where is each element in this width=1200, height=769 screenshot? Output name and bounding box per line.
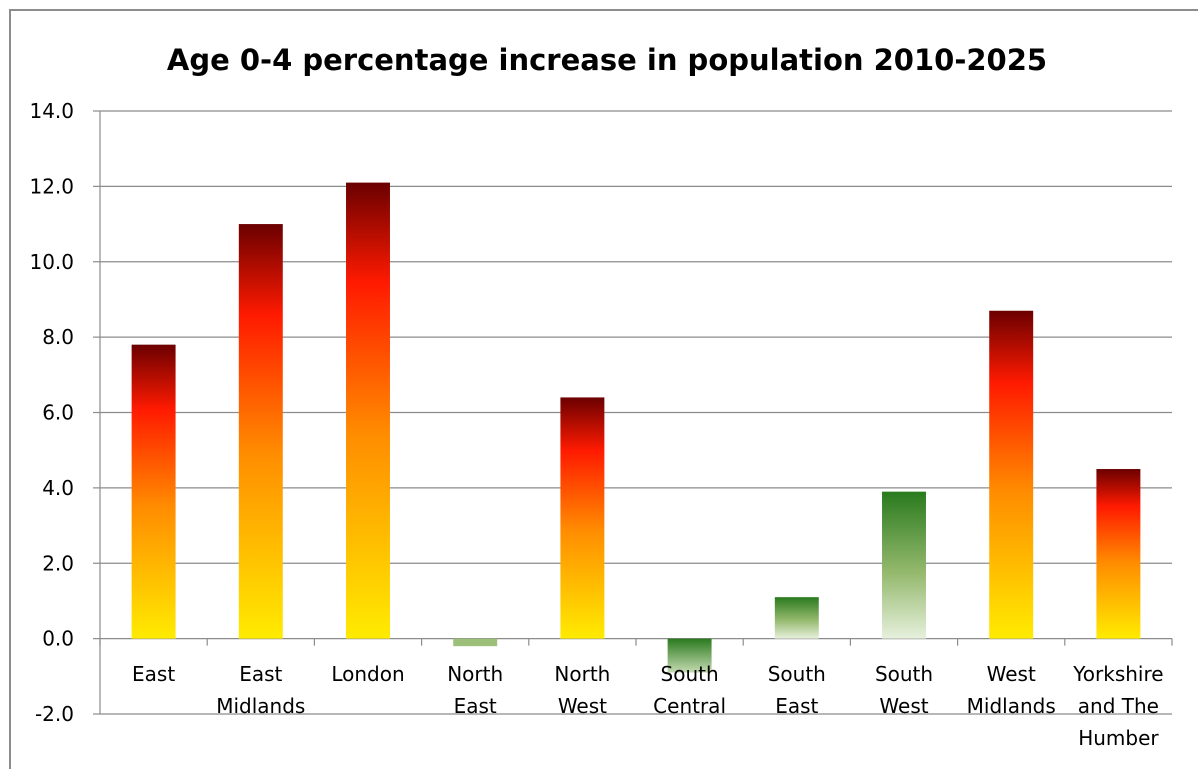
- bars: [131, 182, 1141, 673]
- category-label: Yorkshire: [1072, 662, 1163, 686]
- bar: [346, 182, 390, 639]
- category-label: West: [987, 662, 1036, 686]
- category-label: East: [239, 662, 282, 686]
- bar: [453, 638, 498, 647]
- bar: [1096, 469, 1141, 639]
- category-label: East: [775, 694, 818, 718]
- chart-title: Age 0-4 percentage increase in populatio…: [167, 43, 1047, 77]
- bar: [882, 491, 926, 639]
- bar: [774, 597, 819, 639]
- bar: [989, 310, 1034, 639]
- bar: [560, 397, 605, 639]
- category-label: London: [331, 662, 404, 686]
- category-label: West: [558, 694, 607, 718]
- category-label: Humber: [1078, 726, 1159, 750]
- category-label: West: [879, 694, 928, 718]
- y-tick-label: 8.0: [42, 325, 74, 349]
- labels: 14.0 12.0 10.0 8.0 6.0 4.0 2.0 0.0 -2.0 East East M…: [29, 99, 1163, 750]
- category-label: Central: [653, 694, 726, 718]
- axes: [93, 110, 1173, 715]
- category-label: North: [554, 662, 610, 686]
- category-label: South: [661, 662, 719, 686]
- y-tick-label: 0.0: [42, 627, 74, 651]
- category-label: South: [768, 662, 826, 686]
- chart-frame: [9, 9, 1198, 769]
- category-label: East: [454, 694, 497, 718]
- y-tick-label: 12.0: [29, 174, 74, 198]
- category-label: South: [875, 662, 933, 686]
- y-tick-label: 4.0: [42, 476, 74, 500]
- y-tick-label: 2.0: [42, 551, 74, 575]
- category-label: East: [132, 662, 175, 686]
- y-tick-label: -2.0: [35, 702, 74, 726]
- y-tick-label: 10.0: [29, 250, 74, 274]
- y-tick-label: 14.0: [29, 99, 74, 123]
- bar: [667, 638, 712, 673]
- category-label: and The: [1078, 694, 1159, 718]
- category-label: Midlands: [216, 694, 305, 718]
- bar: [131, 344, 176, 639]
- category-label: North: [447, 662, 503, 686]
- bar: [238, 224, 283, 639]
- y-tick-label: 6.0: [42, 401, 74, 425]
- category-label: Midlands: [967, 694, 1056, 718]
